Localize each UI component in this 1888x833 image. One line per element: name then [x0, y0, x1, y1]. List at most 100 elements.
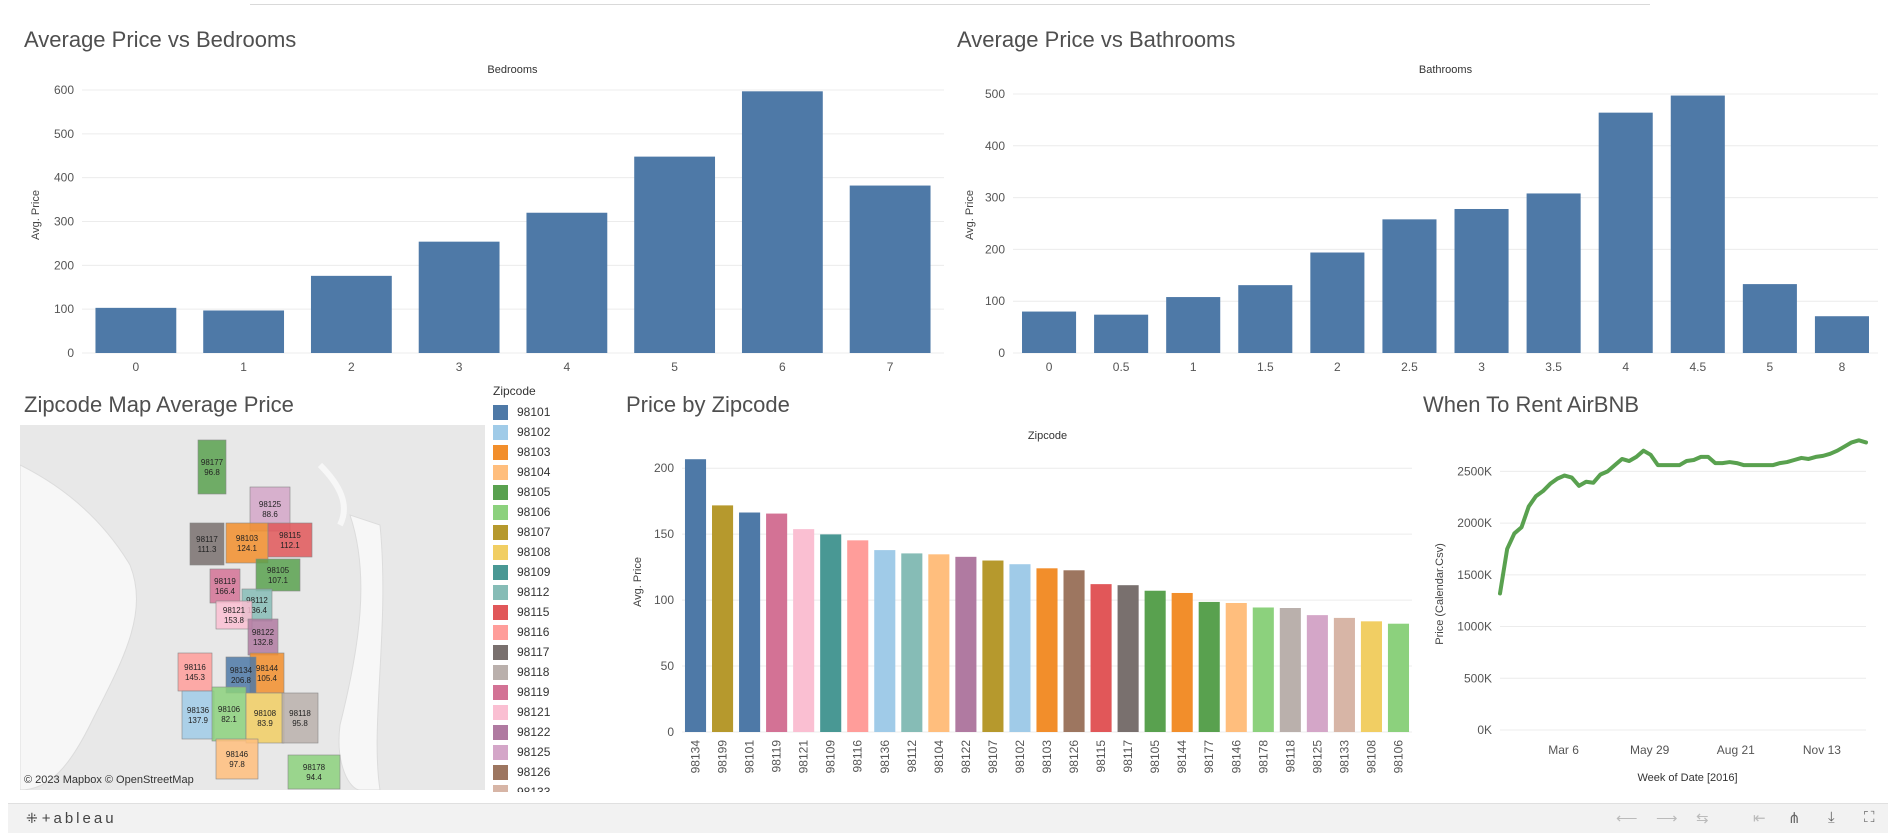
bathrooms-bar: [1598, 112, 1653, 353]
bathrooms-xtick-label: 0.5: [1113, 360, 1130, 374]
map-region-zip-label: 98177: [201, 458, 224, 467]
map-region-98117: [189, 522, 225, 566]
map-region-value-label: 206.8: [231, 676, 252, 685]
legend-item[interactable]: 98101: [493, 402, 573, 422]
download-icon[interactable]: ⤓: [1828, 809, 1835, 826]
zipcode-bar: [955, 556, 977, 732]
zipcode-bar: [766, 513, 788, 732]
legend-swatch: [493, 764, 508, 780]
revert-icon[interactable]: ⇆: [1696, 810, 1709, 827]
map-region-zip-label: 98134: [230, 666, 253, 675]
zipcode-xtick-label: 98125: [1310, 740, 1324, 774]
zipcode-legend[interactable]: Zipcode 98101 98102 98103 98104 98105 98106 98…: [493, 384, 573, 792]
bathrooms-title: Average Price vs Bathrooms: [957, 27, 1236, 52]
map-region-98115: [267, 522, 313, 558]
legend-item[interactable]: 98104: [493, 462, 573, 482]
legend-item[interactable]: 98117: [493, 642, 573, 662]
map-region-value-label: 83.9: [257, 719, 273, 728]
zipcode-bar: [1252, 607, 1274, 732]
legend-item[interactable]: 98121: [493, 702, 573, 722]
map-region-zip-label: 98146: [226, 750, 249, 759]
map-region-98122: [247, 618, 279, 656]
redo-icon[interactable]: ⟶: [1656, 810, 1678, 827]
puget-sound-water: [20, 464, 137, 790]
time-ytick-label: 500K: [1464, 671, 1492, 685]
legend-item[interactable]: 98122: [493, 722, 573, 742]
bathrooms-bar: [1454, 208, 1509, 353]
legend-item[interactable]: 98106: [493, 502, 573, 522]
zipcode-bar: [1306, 615, 1328, 732]
legend-label: 98133: [517, 785, 551, 792]
legend-swatch: [493, 644, 508, 660]
legend-item[interactable]: 98109: [493, 562, 573, 582]
legend-item[interactable]: 98125: [493, 742, 573, 762]
zipcode-bar: [739, 512, 761, 732]
map-region-value-label: 166.4: [215, 587, 236, 596]
bedrooms-ytick-label: 600: [54, 83, 74, 97]
bathrooms-ytick-label: 200: [985, 242, 1005, 256]
zipcode-bar: [874, 550, 896, 732]
zipcode-xtick-label: 98134: [689, 740, 703, 774]
legend-item[interactable]: 98103: [493, 442, 573, 462]
legend-swatch: [493, 624, 508, 640]
legend-item[interactable]: 98102: [493, 422, 573, 442]
map-region-zip-label: 98121: [223, 606, 246, 615]
tableau-logo[interactable]: ⁜ +ableau: [26, 810, 117, 827]
legend-item[interactable]: 98118: [493, 662, 573, 682]
zipcode-bar: [1171, 592, 1193, 732]
legend-item[interactable]: 98115: [493, 602, 573, 622]
legend-swatch: [493, 664, 508, 680]
bathrooms-bar: [1670, 95, 1725, 353]
legend-item[interactable]: 98105: [493, 482, 573, 502]
map-region-value-label: 105.4: [257, 674, 278, 683]
legend-item[interactable]: 98119: [493, 682, 573, 702]
legend-item[interactable]: 98126: [493, 762, 573, 782]
map-region-98103: [225, 522, 269, 564]
bathrooms-xtick-label: 5: [1767, 360, 1774, 374]
time-group: 0K 500K 1000K 1500K 2000K 2500K Mar 6 May 29 Aug…: [1457, 438, 1868, 757]
zipcode-bar: [1387, 623, 1410, 732]
bathrooms-xtick-label: 1: [1190, 360, 1197, 374]
map-region-98146: [215, 738, 259, 780]
zipcode-xtick-label: 98107: [986, 740, 1000, 774]
map-title: Zipcode Map Average Price: [24, 392, 294, 417]
legend-item[interactable]: 98116: [493, 622, 573, 642]
legend-item[interactable]: 98133: [493, 782, 573, 792]
fullscreen-icon[interactable]: ⛶: [1864, 809, 1875, 826]
zipcode-ytick-label: 0: [667, 725, 674, 739]
legend-item[interactable]: 98107: [493, 522, 573, 542]
map-region-value-label: 136.4: [247, 606, 268, 615]
map-region-98105: [255, 558, 301, 592]
map-region-zip-label: 98115: [279, 531, 301, 540]
bathrooms-header: Bathrooms: [1418, 64, 1473, 76]
legend-label: 98118: [517, 665, 550, 679]
map-region-value-label: 97.8: [229, 760, 245, 769]
bedrooms-bar: [634, 156, 716, 353]
zipcode-xtick-label: 98104: [932, 740, 946, 774]
zipcode-xtick-label: 98144: [1175, 740, 1189, 774]
zipcode-map[interactable]: 98177 96.8 98125 88.6 98117 111.3 98103 124.1 98…: [20, 425, 485, 790]
legend-label: 98122: [517, 725, 551, 739]
zipcode-xtick-label: 98106: [1391, 740, 1405, 774]
reset-icon[interactable]: ⇤: [1753, 810, 1766, 827]
legend-item[interactable]: 98108: [493, 542, 573, 562]
legend-swatch: [493, 464, 508, 480]
share-icon[interactable]: ⋔: [1788, 810, 1801, 827]
legend-label: 98117: [517, 645, 550, 659]
bathrooms-bar: [1814, 316, 1869, 353]
zipcode-bar: [1036, 568, 1058, 732]
zipcode-xtick-label: 98126: [1067, 740, 1081, 774]
bedrooms-xtick-label: 2: [348, 360, 355, 374]
undo-icon[interactable]: ⟵: [1616, 810, 1638, 827]
bathrooms-bar: [1238, 285, 1293, 353]
legend-item[interactable]: 98112: [493, 582, 573, 602]
map-region-value-label: 95.8: [292, 719, 308, 728]
legend-label: 98121: [517, 705, 551, 719]
time-xtick-label: Nov 13: [1803, 743, 1841, 757]
legend-swatch: [493, 704, 508, 720]
map-region-value-label: 111.3: [198, 545, 217, 554]
zipcode-xtick-label: 98101: [743, 740, 757, 774]
bedrooms-xtick-label: 5: [671, 360, 678, 374]
zipcode-xtick-label: 98119: [770, 740, 784, 773]
